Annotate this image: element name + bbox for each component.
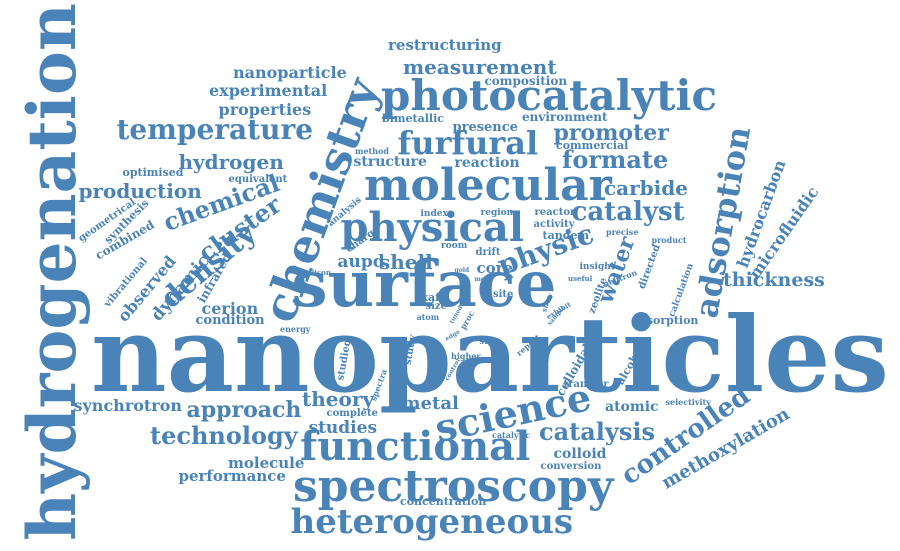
cloud-word-index: index: [420, 208, 448, 219]
cloud-word-composition: composition: [484, 74, 568, 88]
cloud-word-tandem: tandem: [542, 228, 590, 242]
cloud-word-catalyst: catalyst: [571, 197, 685, 227]
cloud-word-core: core: [476, 258, 514, 277]
cloud-word-properties: properties: [218, 100, 312, 119]
cloud-word-bimetallic: bimetallic: [382, 111, 444, 125]
cloud-word-reaction: reaction: [454, 155, 520, 171]
cloud-word-energy: energy: [280, 324, 311, 334]
cloud-word-equivalent: equivalent: [228, 174, 288, 185]
cloud-word-furfural: furfural: [397, 124, 539, 162]
cloud-word-silicon: silicon: [305, 267, 331, 277]
cloud-word-site: site: [493, 289, 514, 300]
cloud-word-optimised: optimised: [122, 165, 184, 179]
cloud-word-adsorption: adsorption: [686, 123, 758, 321]
cloud-word-directed: directed: [636, 243, 663, 291]
cloud-word-physical: physical: [340, 204, 524, 251]
cloud-word-spectroscopy: spectroscopy: [293, 461, 614, 512]
cloud-word-performance: performance: [178, 466, 286, 485]
cloud-word-hydrogen: hydrogen: [178, 150, 284, 174]
cloud-word-reactor: reactor: [534, 207, 576, 218]
cloud-word-temperature: temperature: [116, 113, 314, 146]
cloud-word-higher: higher: [451, 351, 481, 361]
cloud-word-heterogeneous: heterogeneous: [290, 502, 574, 542]
cloud-word-synchrotron: synchrotron: [73, 396, 183, 415]
cloud-word-atomic: atomic: [605, 399, 659, 415]
cloud-word-method: method: [355, 146, 389, 156]
cloud-word-concentration: concentration: [400, 494, 487, 508]
cloud-word-step: step: [479, 336, 499, 346]
cloud-word-cerion: cerion: [201, 299, 259, 318]
cloud-word-useful: useful: [568, 273, 593, 283]
cloud-word-selectivity: selectivity: [665, 397, 711, 407]
cloud-word-conversion: conversion: [540, 461, 602, 472]
cloud-word-functional: functional: [300, 423, 531, 470]
cloud-word-insight: insight: [579, 261, 615, 272]
cloud-word-complete: complete: [326, 408, 378, 419]
cloud-word-photocatalytic: photocatalytic: [381, 71, 718, 120]
cloud-word-activity: activity: [533, 219, 575, 230]
cloud-word-environment: environment: [522, 110, 608, 124]
cloud-word-absorption: absorption: [632, 313, 699, 327]
cloud-word-carbide: carbide: [604, 176, 688, 200]
cloud-word-restructuring: restructuring: [388, 35, 502, 54]
cloud-word-xafs: xafs: [421, 290, 447, 304]
cloud-word-gold: gold: [454, 267, 470, 274]
cloud-word-transfer: transfer: [563, 379, 609, 390]
cloud-word-catalysis: catalysis: [539, 417, 656, 446]
cloud-word-presence: presence: [452, 119, 518, 135]
cloud-word-shell: shell: [379, 250, 433, 274]
cloud-word-hydrogenation: hydrogenation: [12, 3, 91, 541]
cloud-word-nanoparticle: nanoparticle: [233, 63, 347, 82]
cloud-word-formate: formate: [562, 145, 669, 174]
cloud-word-catalytic: catalytic: [492, 430, 531, 440]
cloud-word-surface: surface: [291, 247, 557, 322]
cloud-word-structure: structure: [353, 154, 427, 170]
cloud-word-promoter: promoter: [553, 120, 669, 146]
cloud-word-room: room: [441, 240, 468, 251]
cloud-word-precise: precise: [606, 227, 639, 237]
cloud-word-technology: technology: [150, 421, 298, 450]
cloud-word-thickness: thickness: [723, 268, 825, 291]
cloud-word-atom: atom: [416, 312, 440, 322]
cloud-word-condition: condition: [195, 312, 265, 328]
cloud-word-approach: approach: [186, 397, 302, 423]
cloud-word-experimental: experimental: [209, 81, 328, 100]
cloud-word-nanoparticles: nanoparticles: [91, 293, 889, 416]
cloud-word-aupd: aupd: [337, 251, 385, 272]
cloud-word-studies: studies: [308, 417, 378, 438]
cloud-word-drift: drift: [475, 247, 501, 258]
cloud-word-molecule: molecule: [228, 453, 305, 472]
cloud-word-production: production: [78, 179, 202, 203]
cloud-word-size: size: [425, 301, 447, 312]
cloud-word-molecular: molecular: [364, 160, 612, 211]
cloud-word-theory: theory: [302, 387, 375, 411]
cloud-word-region: region: [480, 207, 514, 218]
cloud-word-metal: metal: [401, 393, 459, 414]
cloud-word-more: more: [474, 276, 492, 283]
cloud-word-commercial: commercial: [556, 138, 629, 152]
cloud-word-product: product: [651, 235, 687, 245]
cloud-word-measurement: measurement: [403, 55, 557, 79]
cloud-word-colloid: colloid: [553, 446, 607, 462]
